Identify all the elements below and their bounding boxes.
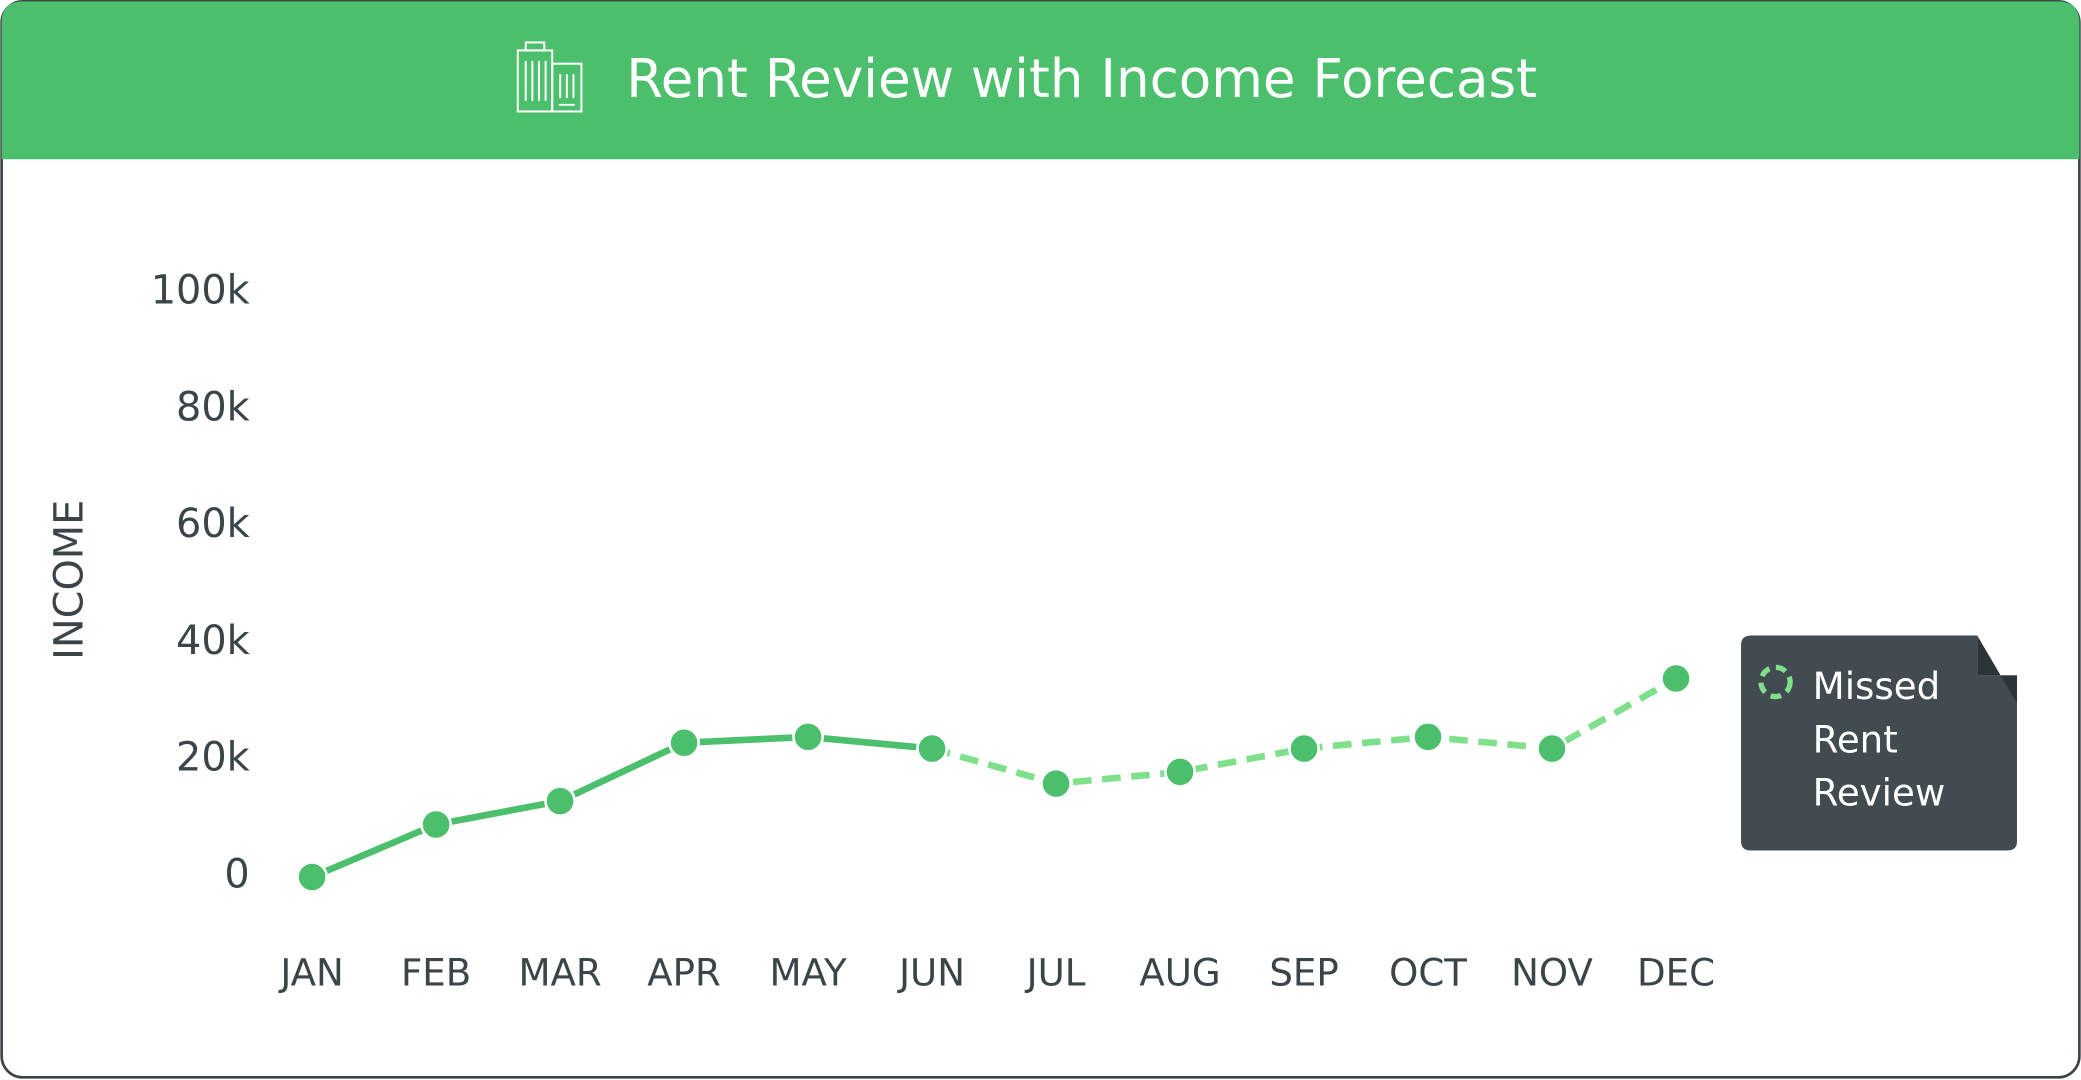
data-point: [916, 732, 948, 765]
x-tick-label: JUL: [1025, 952, 1086, 995]
building-icon: [516, 41, 583, 113]
data-point: [1660, 662, 1692, 695]
x-tick-label: MAR: [518, 952, 601, 995]
x-tick-label: JUN: [897, 952, 965, 995]
y-tick-label: 20k: [176, 735, 250, 781]
y-axis-label: INCOME: [46, 500, 92, 660]
x-tick-label: MAY: [769, 952, 847, 995]
chart-title: Rent Review with Income Forecast: [626, 48, 1537, 110]
x-tick-label: AUG: [1139, 952, 1220, 995]
x-tick-label: APR: [647, 952, 721, 995]
data-point: [1288, 732, 1320, 765]
x-tick-label: SEP: [1269, 952, 1338, 995]
data-point: [1164, 755, 1196, 788]
y-tick-label: 60k: [176, 501, 250, 547]
data-point: [668, 726, 700, 759]
y-tick-label: 100k: [151, 268, 250, 314]
legend-label: Missed Rent Review: [1812, 664, 1946, 815]
x-tick-label: DEC: [1637, 952, 1715, 995]
x-tick-label: FEB: [401, 952, 471, 995]
x-tick-label: JAN: [278, 952, 343, 995]
data-point: [420, 808, 453, 841]
data-point: [792, 720, 824, 753]
data-point: [1412, 720, 1444, 753]
y-tick-label: 40k: [176, 618, 250, 664]
data-point: [1536, 732, 1568, 765]
x-tick-label: NOV: [1511, 952, 1593, 995]
legend-swatch: [1758, 664, 1793, 700]
series-line: [310, 733, 933, 881]
legend-box: [1741, 635, 2018, 851]
legend-fold: [1977, 635, 2018, 704]
data-point: [1040, 767, 1072, 800]
data-point: [296, 861, 329, 893]
y-tick-label: 0: [224, 852, 249, 898]
header-bar: [1, 1, 2080, 160]
legend-label-box: Missed Rent Review: [1812, 664, 1946, 815]
y-tick-label: 80k: [176, 384, 250, 430]
data-point: [544, 785, 577, 818]
x-tick-label: OCT: [1389, 952, 1467, 995]
legend: Missed Rent Review: [1741, 635, 2018, 851]
